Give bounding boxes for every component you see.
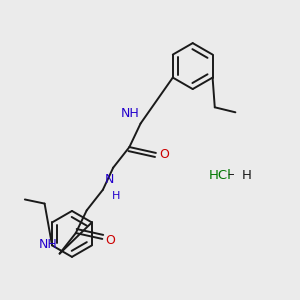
Text: –: – xyxy=(228,169,234,182)
Text: H: H xyxy=(112,191,120,201)
Text: NH: NH xyxy=(120,107,139,120)
Text: O: O xyxy=(159,148,169,161)
Text: O: O xyxy=(105,234,115,247)
Text: NH: NH xyxy=(38,238,57,251)
Text: N: N xyxy=(105,173,115,186)
Text: HCl: HCl xyxy=(209,169,232,182)
Text: H: H xyxy=(241,169,251,182)
